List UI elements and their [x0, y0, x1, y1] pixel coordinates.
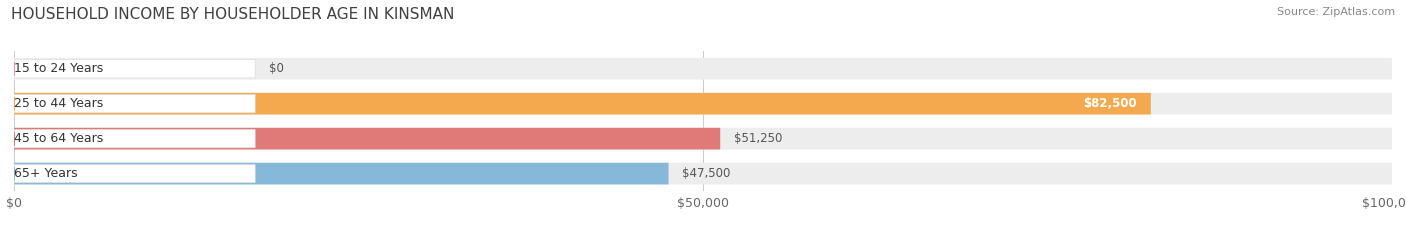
- FancyBboxPatch shape: [14, 60, 256, 78]
- FancyBboxPatch shape: [14, 128, 1392, 150]
- Text: $51,250: $51,250: [734, 132, 782, 145]
- Text: HOUSEHOLD INCOME BY HOUSEHOLDER AGE IN KINSMAN: HOUSEHOLD INCOME BY HOUSEHOLDER AGE IN K…: [11, 7, 454, 22]
- FancyBboxPatch shape: [14, 58, 1392, 80]
- Text: $47,500: $47,500: [682, 167, 731, 180]
- FancyBboxPatch shape: [14, 163, 1392, 185]
- FancyBboxPatch shape: [14, 163, 669, 185]
- Text: $0: $0: [269, 62, 284, 75]
- FancyBboxPatch shape: [14, 128, 720, 150]
- Text: 25 to 44 Years: 25 to 44 Years: [14, 97, 103, 110]
- FancyBboxPatch shape: [14, 93, 1392, 115]
- Text: 45 to 64 Years: 45 to 64 Years: [14, 132, 103, 145]
- FancyBboxPatch shape: [14, 93, 1152, 115]
- Text: 65+ Years: 65+ Years: [14, 167, 77, 180]
- Text: 15 to 24 Years: 15 to 24 Years: [14, 62, 103, 75]
- FancyBboxPatch shape: [14, 164, 256, 183]
- Text: Source: ZipAtlas.com: Source: ZipAtlas.com: [1277, 7, 1395, 17]
- Text: $82,500: $82,500: [1084, 97, 1137, 110]
- FancyBboxPatch shape: [14, 95, 256, 113]
- FancyBboxPatch shape: [14, 130, 256, 148]
